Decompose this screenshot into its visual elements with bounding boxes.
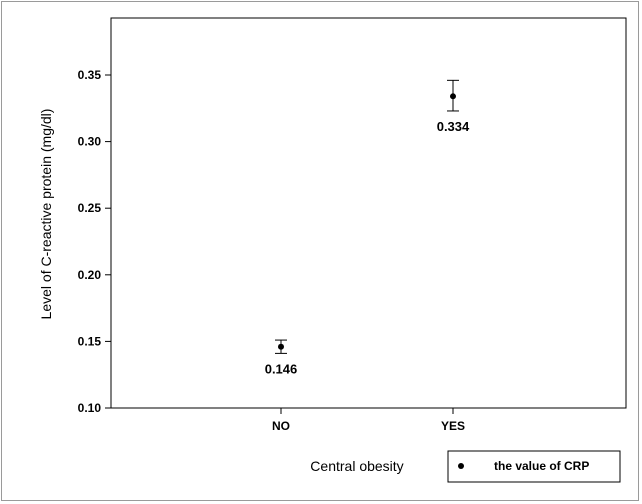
y-tick-label: 0.10: [78, 401, 102, 415]
data-marks: 0.146 0.334: [265, 79, 470, 376]
plot-area: [110, 17, 627, 409]
legend-label: the value of CRP: [494, 459, 589, 473]
legend-marker: [458, 463, 464, 469]
x-axis-ticks: NO YES: [272, 408, 465, 433]
x-axis-title: Central obesity: [310, 458, 403, 474]
y-tick-label: 0.15: [78, 334, 102, 348]
y-tick-label: 0.20: [78, 268, 102, 282]
legend: the value of CRP: [447, 450, 621, 483]
x-tick-label: NO: [272, 419, 290, 433]
data-label: 0.146: [265, 361, 298, 376]
legend-box: [447, 450, 621, 483]
y-tick-label: 0.25: [78, 201, 102, 215]
data-point: [278, 343, 284, 350]
y-tick-label: 0.30: [78, 135, 102, 149]
x-tick-label: YES: [441, 419, 465, 433]
y-axis-title: Level of C-reactive protein (mg/dl): [38, 109, 54, 320]
data-point: [450, 93, 456, 100]
data-label: 0.334: [437, 119, 470, 134]
y-tick-label: 0.35: [78, 68, 102, 82]
y-axis-ticks: 0.10 0.15 0.20 0.25 0.30 0.35: [78, 68, 111, 415]
